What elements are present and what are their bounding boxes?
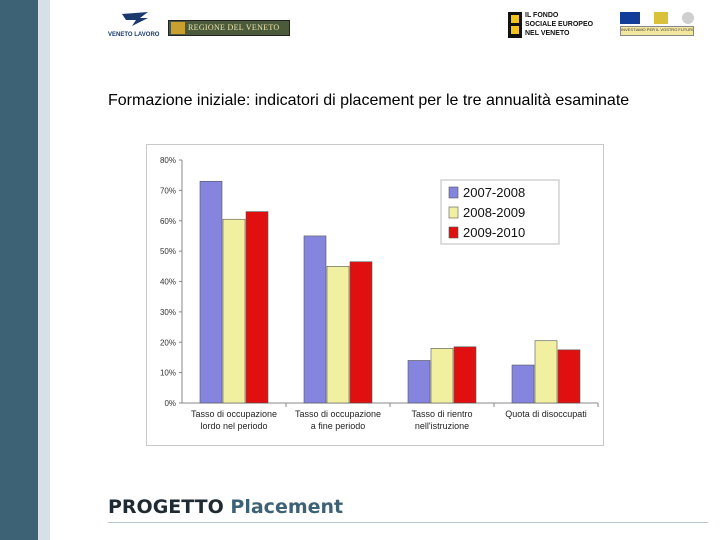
y-tick-label: 30%: [160, 308, 176, 317]
footer-divider: [108, 522, 708, 523]
veneto-lavoro-logo: VENETO LAVORO: [108, 10, 164, 40]
x-tick-label: Quota di disoccupati: [505, 409, 587, 419]
x-tick-label: Tasso di rientro: [411, 409, 472, 419]
legend-swatch: [448, 206, 459, 219]
y-tick-label: 60%: [160, 217, 176, 226]
eu-flag-icon: [620, 12, 640, 24]
eu-logos: INVESTIAMO PER IL VOSTRO FUTURO: [620, 12, 696, 36]
fse-line2: SOCIALE EUROPEO: [525, 21, 594, 28]
x-tick-label: Tasso di occupazione: [295, 409, 381, 419]
bar-2007-2008: [511, 364, 535, 404]
regione-veneto-logo: REGIONE DEL VENETO: [168, 20, 290, 36]
bar-2009-2010: [245, 211, 269, 404]
x-tick-label: nell'istruzione: [415, 421, 469, 431]
bar-2008-2009: [534, 340, 558, 404]
fse-logo: IL FONDO SOCIALE EUROPEO NEL VENETO: [508, 12, 593, 40]
fse-flag-icon: [508, 12, 522, 38]
y-tick-label: 40%: [160, 278, 176, 287]
footer-brand: PROGETTO Placement: [108, 496, 343, 518]
bar-2008-2009: [222, 218, 246, 404]
bar-2008-2009: [430, 348, 454, 404]
legend-swatch: [448, 226, 459, 239]
legend-label: 2009-2010: [463, 225, 525, 240]
bar-2007-2008: [407, 360, 431, 404]
footer-word-placement: Placement: [230, 496, 344, 518]
legend-label: 2008-2009: [463, 205, 525, 220]
bar-chart: 0% 10% 20% 30% 40% 50% 60% 70% 80% Tasso di occup…: [160, 156, 599, 431]
bar-2009-2010: [557, 349, 581, 404]
y-tick-label: 70%: [160, 186, 176, 195]
legend-label: 2007-2008: [463, 185, 525, 200]
footer-word-progetto: PROGETTO: [108, 496, 224, 518]
x-tick-label: lordo nel periodo: [200, 421, 267, 431]
veneto-lavoro-text: VENETO LAVORO: [108, 32, 160, 38]
italian-republic-emblem-icon: [682, 12, 694, 24]
bar-2008-2009: [326, 266, 350, 404]
x-tick-label: a fine periodo: [311, 421, 366, 431]
legend-box: [440, 179, 560, 245]
bar-2007-2008: [303, 235, 327, 404]
left-sidebar-light-band: [38, 0, 50, 540]
regione-crest-icon: [171, 22, 185, 34]
x-tick-label: Tasso di occupazione: [191, 409, 277, 419]
header-bar: [50, 0, 720, 44]
ministry-logo-icon: [654, 12, 668, 24]
y-tick-label: 80%: [160, 156, 176, 165]
y-tick-label: 10%: [160, 369, 176, 378]
bar-2007-2008: [199, 180, 223, 404]
fse-line1: IL FONDO: [525, 12, 559, 19]
legend-swatch: [448, 186, 459, 199]
regione-veneto-text: REGIONE DEL VENETO: [188, 23, 280, 32]
eu-strip-text: INVESTIAMO PER IL VOSTRO FUTURO: [620, 26, 694, 36]
y-tick-label: 20%: [160, 338, 176, 347]
fse-line3: NEL VENETO: [525, 30, 570, 37]
left-sidebar-band: [0, 0, 38, 540]
veneto-lavoro-mark-icon: [122, 12, 148, 26]
y-tick-label: 50%: [160, 247, 176, 256]
y-tick-label: 0%: [164, 399, 176, 408]
page-title: Formazione iniziale: indicatori di place…: [108, 92, 630, 109]
bar-2009-2010: [349, 261, 373, 404]
bar-2009-2010: [453, 346, 477, 404]
